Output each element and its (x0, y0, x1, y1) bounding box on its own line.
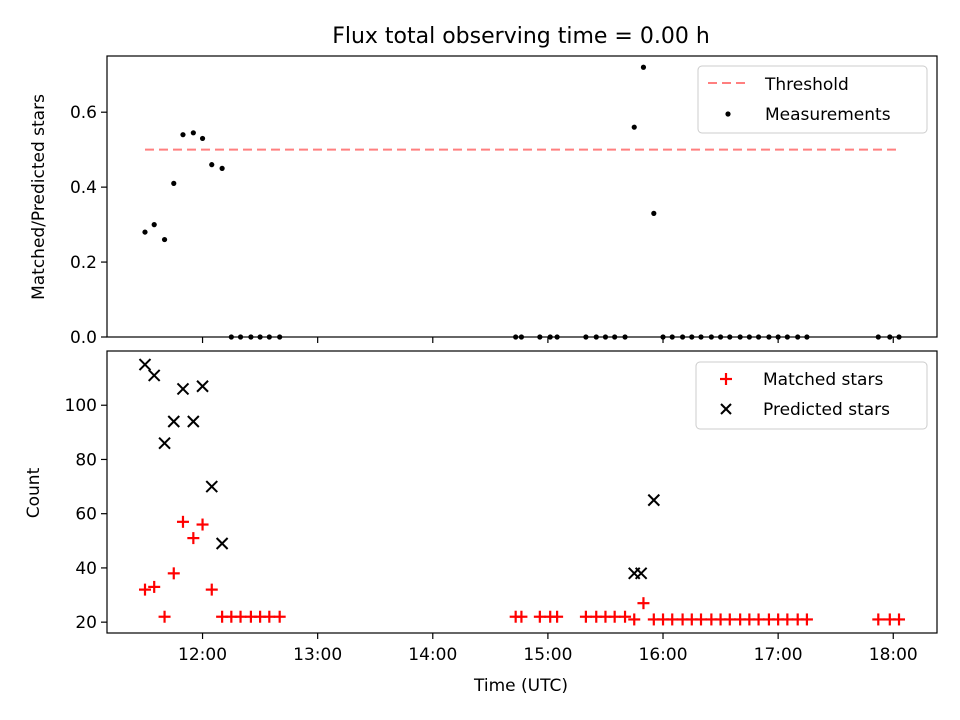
top-y-tick-label: 0.0 (70, 328, 97, 348)
predicted-star-point (158, 436, 171, 450)
matched-star-point (893, 613, 906, 626)
bottom-legend-box (695, 361, 928, 430)
matched-star-point (608, 610, 621, 623)
predicted-star-point (205, 480, 218, 493)
matched-star-point (515, 610, 528, 623)
bottom-x-tick-label: 18:00 (869, 645, 918, 665)
top-plot-frame (106, 55, 938, 338)
top-x-ticks (201, 337, 894, 343)
top-legend: Threshold Measurements (697, 65, 928, 134)
matched-star-point (273, 610, 286, 623)
matched-star-point (695, 613, 708, 626)
matched-star-point (800, 613, 813, 626)
measurement-point (640, 64, 647, 70)
bottom-y-ticks: 20 40 60 80 100 (65, 396, 107, 633)
legend-threshold-label: Threshold (764, 75, 849, 95)
matched-star-point (637, 597, 650, 610)
top-y-tick-label: 0.2 (70, 253, 97, 273)
measurement-point (199, 135, 206, 142)
matched-star-point (752, 613, 765, 626)
measurement-point (631, 124, 637, 130)
bottom-x-ticks: 12:00 13:00 14:00 15:00 16:00 17:00 18:00 (178, 633, 918, 665)
matched-star-point (872, 613, 885, 626)
bottom-x-tick-label: 15:00 (523, 645, 572, 665)
top-y-axis-label: Matched/Predicted stars (29, 94, 49, 300)
matched-star-point (551, 610, 564, 623)
matched-star-point (619, 610, 632, 623)
matched-star-point (723, 613, 736, 626)
bottom-x-tick-label: 16:00 (639, 645, 688, 665)
legend-predicted-swatch (720, 403, 732, 415)
matched-star-point (196, 518, 209, 531)
x-axis-label: Time (UTC) (473, 676, 568, 696)
predicted-star-point (187, 415, 200, 428)
legend-predicted-label: Predicted stars (763, 400, 890, 420)
legend-matched-swatch (720, 373, 732, 385)
matched-star-point (187, 532, 200, 545)
matched-star-point (138, 583, 151, 596)
matched-star-point (176, 515, 189, 528)
measurement-points (142, 64, 902, 340)
top-legend-box (697, 65, 928, 134)
bottom-y-axis-label: Count (24, 467, 44, 518)
chart-title: Flux total observing time = 0.00 h (332, 24, 710, 49)
bottom-y-tick-label: 60 (75, 505, 97, 525)
matched-star-point (666, 613, 679, 626)
measurement-point (151, 222, 157, 228)
measurement-point (171, 180, 177, 186)
bottom-x-tick-label: 17:00 (754, 645, 803, 665)
top-y-ticks: 0.0 0.2 0.4 0.6 (70, 103, 107, 348)
matched-star-point (263, 610, 276, 623)
bottom-legend: Matched stars Predicted stars (695, 361, 928, 430)
top-y-tick-label: 0.4 (70, 178, 97, 198)
bottom-y-tick-label: 80 (75, 450, 97, 470)
measurement-point (209, 162, 215, 168)
measurement-point (180, 132, 186, 138)
matched-star-point (205, 583, 218, 596)
matched-star-point (158, 610, 171, 623)
predicted-star-point (634, 567, 648, 580)
legend-measurements-label: Measurements (765, 105, 891, 125)
ratio-panel: Matched/Predicted stars 0.0 0.2 0.4 0.6 Thr… (29, 55, 938, 348)
bottom-y-tick-label: 100 (65, 396, 97, 416)
measurement-point (219, 165, 225, 171)
matched-star-point (167, 567, 180, 580)
bottom-x-tick-label: 14:00 (408, 645, 457, 665)
predicted-star-point (215, 537, 229, 550)
measurement-point (651, 210, 657, 216)
legend-measurements-swatch (725, 111, 731, 117)
matched-star-point (628, 613, 641, 626)
matched-star-point (533, 610, 546, 623)
bottom-x-tick-label: 13:00 (293, 645, 342, 665)
bottom-plot-frame (106, 350, 938, 634)
matched-star-point (781, 613, 794, 626)
predicted-star-point (196, 380, 209, 393)
predicted-star-point (647, 493, 661, 507)
matched-star-point (148, 580, 161, 593)
predicted-star-point (176, 382, 190, 396)
bottom-y-tick-label: 40 (75, 559, 97, 579)
measurement-point (142, 229, 148, 235)
measurement-point (161, 236, 168, 243)
count-points (138, 358, 906, 626)
bottom-x-tick-label: 12:00 (178, 645, 227, 665)
measurement-point (190, 130, 196, 136)
predicted-star-point (138, 358, 152, 371)
top-y-tick-label: 0.6 (70, 103, 97, 123)
matched-star-point (579, 610, 592, 623)
predicted-star-point (147, 369, 161, 382)
predicted-star-point (167, 415, 180, 428)
legend-matched-label: Matched stars (763, 370, 883, 390)
matched-star-point (234, 610, 247, 623)
bottom-y-tick-label: 20 (75, 613, 97, 633)
